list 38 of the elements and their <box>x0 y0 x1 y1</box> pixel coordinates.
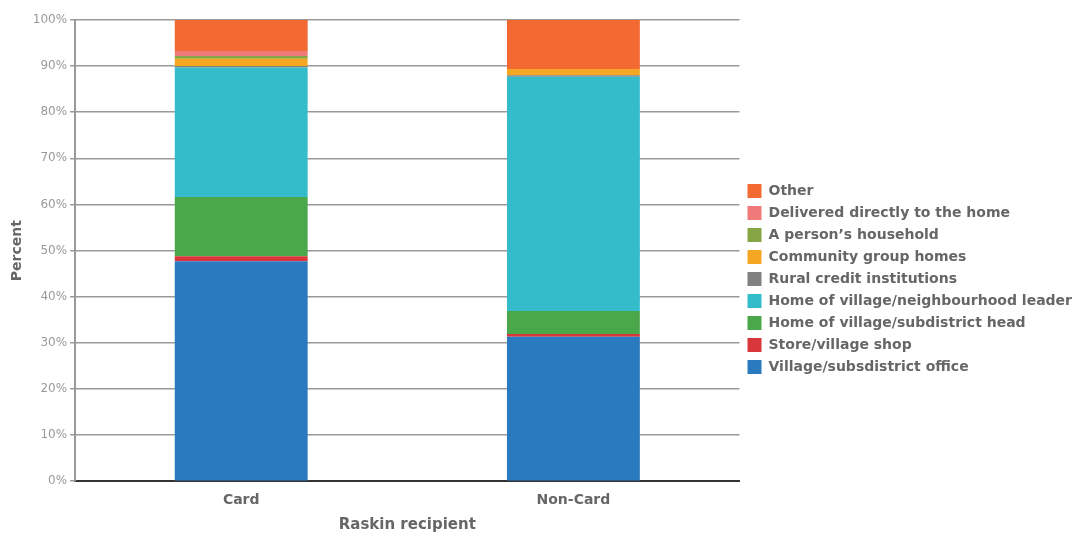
x-axis-title: Raskin recipient <box>338 514 476 533</box>
y-tick-label: 60% <box>40 196 68 211</box>
y-tick-label: 0% <box>48 473 68 488</box>
y-tick-label: 70% <box>40 150 68 165</box>
legend-label: Other <box>768 181 814 198</box>
bar <box>506 311 640 335</box>
y-tick-label: 30% <box>40 334 68 349</box>
bar <box>174 261 308 481</box>
bar <box>506 336 640 481</box>
bar <box>174 197 308 257</box>
bar <box>506 20 640 69</box>
legend-label: Community group homes <box>768 247 967 264</box>
y-tick-label: 100% <box>32 12 68 27</box>
legend-label: Village/subsdistrict office <box>768 357 969 374</box>
y-tick-label: 20% <box>40 381 68 396</box>
bar <box>174 256 308 262</box>
legend-label: Delivered directly to the home <box>768 203 1011 220</box>
legend-label: Store/village shop <box>768 335 912 352</box>
bar <box>174 55 308 59</box>
bar <box>506 68 640 76</box>
bar <box>174 67 308 198</box>
bar <box>506 76 640 312</box>
bar <box>174 50 308 56</box>
legend-label: Home of village/neighbourhood leader <box>768 291 1073 308</box>
legend-label: A person’s household <box>768 225 939 242</box>
y-tick-label: 10% <box>40 427 68 442</box>
x-tick-label: Card <box>222 491 260 508</box>
y-tick-label: 80% <box>40 104 68 119</box>
y-tick-label: 90% <box>40 58 68 73</box>
x-tick-label: Non-Card <box>536 491 611 508</box>
y-tick-label: 40% <box>40 288 68 303</box>
legend-label: Rural credit institutions <box>768 269 958 286</box>
legend-label: Home of village/subdistrict head <box>768 313 1026 330</box>
y-axis-title: Percent <box>8 219 25 282</box>
bar <box>174 20 308 51</box>
bar <box>506 334 640 337</box>
y-tick-label: 50% <box>40 242 68 257</box>
bar <box>174 58 308 67</box>
